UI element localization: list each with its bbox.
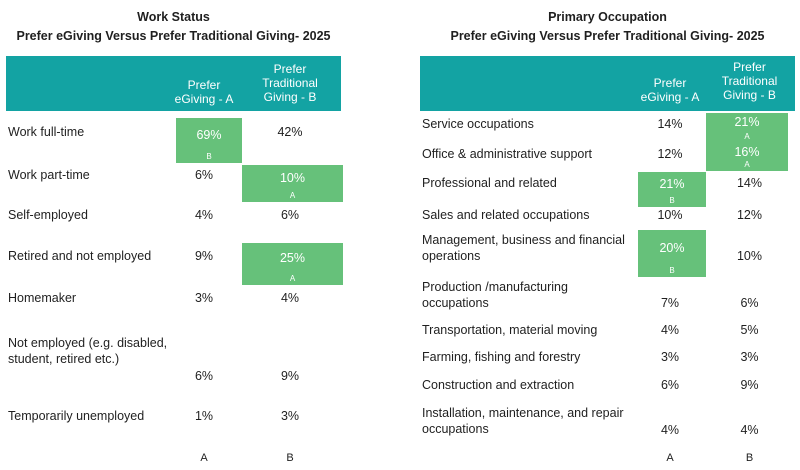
value-b: 21%	[734, 115, 760, 129]
value-b: 10%	[736, 249, 763, 263]
row-label: Service occupations	[422, 117, 534, 131]
value-a: 9%	[194, 249, 214, 263]
highlight-cell: 10% A	[242, 165, 343, 202]
highlight-cell: 69% B	[176, 118, 242, 163]
value-b: 3%	[280, 409, 300, 423]
header-col-a: Prefer eGiving - A	[640, 76, 700, 104]
value-a: 1%	[194, 409, 214, 423]
highlight-cell: 21% A	[706, 113, 788, 143]
highlight-cell: 25% A	[242, 243, 343, 285]
value-a: 69%	[196, 128, 222, 142]
row-label: Installation, maintenance, and repair oc…	[422, 406, 624, 436]
value-b: 25%	[279, 251, 306, 265]
footer-col-a: A	[200, 452, 208, 464]
row-label: Production /manufacturing occupations	[422, 280, 568, 310]
value-b: 4%	[740, 423, 759, 437]
value-a: 14%	[657, 117, 683, 131]
value-a: 4%	[660, 423, 680, 437]
value-a: 6%	[194, 168, 214, 182]
significance-letter: A	[744, 132, 750, 141]
highlight-cell: 16% A	[706, 143, 788, 171]
highlight-cell: 20% B	[638, 230, 706, 277]
significance-letter: B	[669, 266, 675, 275]
significance-letter: A	[744, 160, 750, 169]
value-a: 4%	[194, 208, 214, 222]
footer-col-b: B	[286, 452, 294, 464]
row-label: Farming, fishing and forestry	[422, 350, 581, 364]
table-subtitle: Prefer eGiving Versus Prefer Traditional…	[16, 29, 331, 43]
value-a: 10%	[657, 208, 683, 222]
value-b: 6%	[740, 296, 759, 310]
table-subtitle: Prefer eGiving Versus Prefer Traditional…	[450, 29, 765, 43]
table-header: Prefer eGiving - A Prefer Traditional Giving…	[6, 56, 341, 111]
row-label: Temporarily unemployed	[8, 409, 145, 423]
value-a: 21%	[659, 177, 685, 191]
row-label: Management, business and financial opera…	[422, 233, 625, 263]
value-a: 4%	[660, 323, 680, 337]
value-b: 6%	[280, 208, 300, 222]
value-a: 20%	[659, 241, 685, 255]
value-b: 5%	[740, 323, 759, 337]
value-a: 12%	[657, 147, 683, 161]
header-col-a: Prefer eGiving - A	[174, 78, 234, 106]
value-b: 14%	[736, 176, 763, 190]
value-a: 3%	[194, 291, 214, 305]
row-label: Homemaker	[8, 291, 77, 305]
significance-letter: A	[289, 191, 296, 200]
value-b: 12%	[736, 208, 763, 222]
table-header: Prefer eGiving - A Prefer Traditional Giving…	[420, 56, 795, 111]
significance-letter: B	[206, 152, 212, 161]
value-b: 9%	[740, 378, 759, 392]
header-col-b: Prefer Traditional Giving - B	[262, 62, 318, 104]
value-a: 6%	[660, 378, 680, 392]
row-label: Self-employed	[8, 208, 88, 222]
table-title: Work Status	[137, 10, 210, 24]
value-b: 3%	[740, 350, 759, 364]
row-label: Transportation, material moving	[422, 323, 598, 337]
row-label: Work part-time	[8, 168, 90, 182]
significance-letter: A	[289, 274, 296, 283]
row-label: Office & administrative support	[422, 147, 592, 161]
row-label: Sales and related occupations	[422, 208, 590, 222]
header-col-b: Prefer Traditional Giving - B	[721, 60, 778, 102]
footer-col-b: B	[745, 452, 754, 464]
row-label: Construction and extraction	[422, 378, 575, 392]
row-label: Retired and not employed	[8, 249, 152, 263]
highlight-cell: 21% B	[638, 172, 706, 207]
row-label: Work full-time	[8, 125, 85, 139]
value-b: 16%	[734, 145, 760, 159]
row-label: Professional and related	[422, 176, 557, 190]
footer-col-a: A	[666, 452, 674, 464]
table-title: Primary Occupation	[548, 10, 667, 24]
value-b: 10%	[279, 171, 306, 185]
row-label: Not employed (e.g. disabled, student, re…	[8, 336, 168, 366]
value-a: 3%	[660, 350, 680, 364]
value-b: 4%	[280, 291, 300, 305]
value-b: 42%	[277, 125, 303, 139]
value-a: 7%	[660, 296, 680, 310]
value-a: 6%	[194, 369, 214, 383]
value-b: 9%	[280, 369, 300, 383]
significance-letter: B	[669, 196, 675, 205]
